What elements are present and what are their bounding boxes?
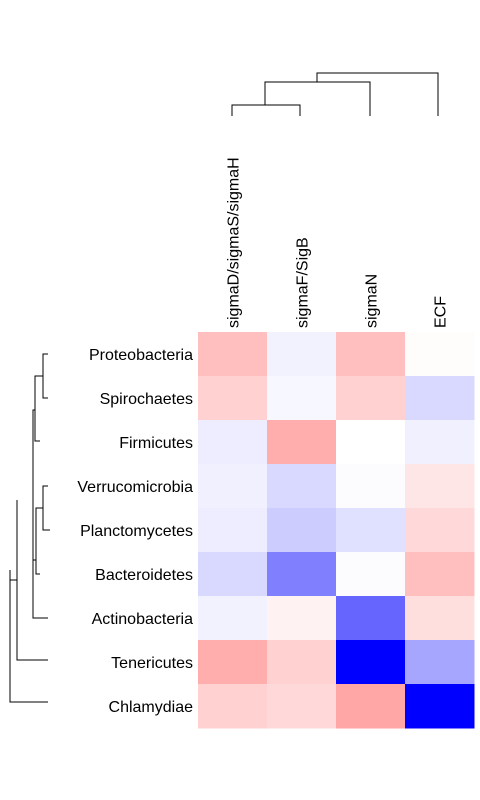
heatmap-cell (267, 376, 337, 421)
heatmap-cell (267, 332, 337, 377)
row-label: Firmicutes (119, 435, 193, 452)
column-dendrogram-branches (231, 72, 439, 116)
heatmap-cell (336, 552, 406, 597)
row-dendrogram-branches (9, 353, 50, 703)
heatmap-cell (267, 508, 337, 553)
row-label: Proteobacteria (89, 347, 193, 364)
heatmap-cell (405, 464, 475, 509)
heatmap-cell (267, 552, 337, 597)
heatmap-cell (198, 376, 268, 421)
heatmap-cell (405, 640, 475, 685)
heatmap-cell (198, 552, 268, 597)
heatmap-cell (336, 508, 406, 553)
heatmap-cell (336, 420, 406, 465)
heatmap-cell (267, 420, 337, 465)
heatmap-cell (198, 332, 268, 377)
heatmap-cell (198, 420, 268, 465)
column-label: sigmaD/sigmaS/sigmaH (226, 157, 243, 328)
row-label: Planctomycetes (80, 523, 193, 540)
row-label: Tenericutes (111, 655, 193, 672)
heatmap-cell (198, 640, 268, 685)
heatmap-cell (405, 420, 475, 465)
heatmap-cell (405, 508, 475, 553)
heatmap-cell (336, 684, 406, 729)
heatmap-cell (198, 596, 268, 641)
row-label: Spirochaetes (100, 391, 193, 408)
row-label: Bacteroidetes (95, 567, 193, 584)
heatmap-cell (198, 508, 268, 553)
row-label: Actinobacteria (92, 611, 193, 628)
heatmap-cell (336, 596, 406, 641)
heatmap-cell (267, 684, 337, 729)
heatmap-cell (336, 464, 406, 509)
heatmap-cells (198, 332, 475, 729)
row-dendrogram (9, 353, 50, 703)
column-label: sigmaN (364, 274, 381, 328)
heatmap-cell (267, 464, 337, 509)
heatmap-cell (198, 684, 268, 729)
heatmap-cell (405, 376, 475, 421)
column-label: sigmaF/SigB (295, 237, 312, 328)
heatmap-cell (336, 376, 406, 421)
heatmap-cell (405, 552, 475, 597)
heatmap-cell (405, 684, 475, 729)
heatmap-cell (198, 464, 268, 509)
row-labels: Proteobacteria Spirochaetes Firmicutes Verr… (77, 347, 193, 716)
column-dendrogram (231, 72, 439, 116)
column-labels: sigmaD/sigmaS/sigmaH sigmaF/SigB sigmaN ECF (226, 157, 450, 328)
row-label: Verrucomicrobia (77, 479, 193, 496)
heatmap-cell (267, 596, 337, 641)
heatmap-cell (336, 332, 406, 377)
heatmap-cell (405, 596, 475, 641)
column-label: ECF (433, 296, 450, 328)
heatmap-cell (405, 332, 475, 377)
row-label: Chlamydiae (109, 699, 194, 716)
heatmap-cell (267, 640, 337, 685)
heatmap-cell (336, 640, 406, 685)
